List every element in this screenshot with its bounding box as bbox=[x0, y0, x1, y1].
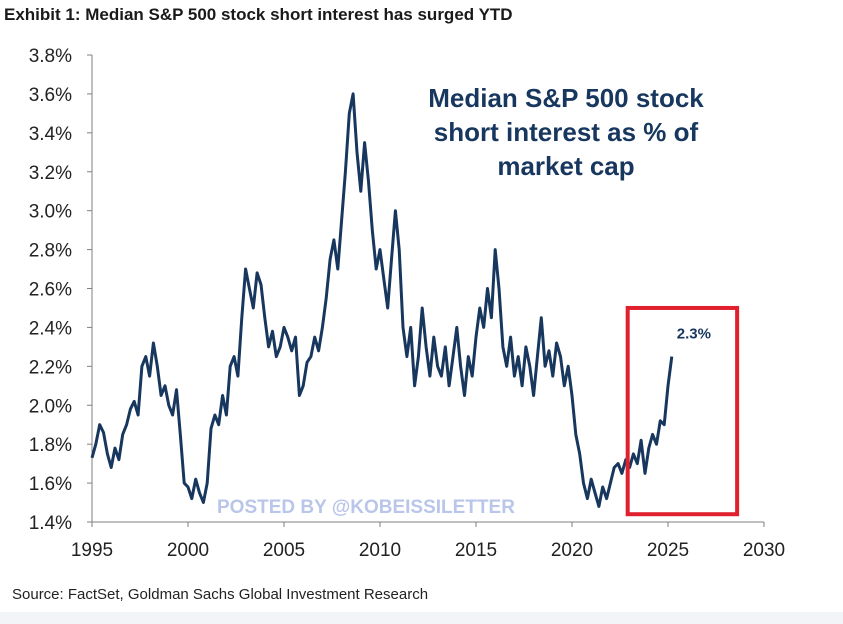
x-tick-label: 1995 bbox=[71, 540, 113, 561]
chart-title-line: short interest as % of bbox=[434, 117, 699, 147]
y-tick-label: 3.4% bbox=[29, 124, 72, 145]
highlight-box bbox=[625, 305, 740, 517]
x-tick-label: 2015 bbox=[455, 540, 497, 561]
x-tick-label: 2030 bbox=[743, 540, 785, 561]
x-tick-label: 2000 bbox=[167, 540, 209, 561]
chart-title: Median S&P 500 stock short interest as % … bbox=[428, 83, 704, 181]
source-note: Source: FactSet, Goldman Sachs Global In… bbox=[12, 586, 429, 603]
x-tick-label: 2010 bbox=[359, 540, 401, 561]
chart-series bbox=[90, 92, 674, 508]
chart-ticks: 1.4% 1.6% 1.8% 2.0% 2.2% 2.4% 2.6% 2.8% 3.0% 3.2%… bbox=[29, 46, 785, 561]
y-tick-label: 3.6% bbox=[29, 85, 72, 106]
bottom-band bbox=[0, 612, 843, 624]
y-tick-label: 2.0% bbox=[29, 396, 72, 417]
value-annotation: 2.3% bbox=[677, 326, 711, 343]
y-tick-label: 1.8% bbox=[29, 435, 72, 456]
y-tick-label: 1.4% bbox=[29, 513, 72, 534]
y-tick-label: 1.6% bbox=[29, 474, 72, 495]
x-tick-label: 2005 bbox=[263, 540, 305, 561]
y-tick-label: 3.0% bbox=[29, 202, 72, 223]
chart-title-line: Median S&P 500 stock bbox=[428, 83, 704, 113]
y-tick-label: 2.6% bbox=[29, 280, 72, 301]
y-tick-label: 2.8% bbox=[29, 241, 72, 262]
x-tick-label: 2020 bbox=[551, 540, 593, 561]
short-interest-chart: 1.4% 1.6% 1.8% 2.0% 2.2% 2.4% 2.6% 2.8% 3.0% 3.2%… bbox=[29, 46, 785, 561]
x-tick-label: 2025 bbox=[647, 540, 689, 561]
y-tick-label: 2.2% bbox=[29, 357, 72, 378]
exhibit-title: Exhibit 1: Median S&P 500 stock short in… bbox=[4, 5, 513, 24]
y-tick-label: 3.8% bbox=[29, 46, 72, 67]
y-tick-label: 3.2% bbox=[29, 163, 72, 184]
y-tick-label: 2.4% bbox=[29, 318, 72, 339]
chart-title-line: market cap bbox=[497, 151, 634, 181]
watermark: POSTED BY @KOBEISSILETTER bbox=[217, 497, 515, 518]
series-line bbox=[90, 92, 674, 508]
